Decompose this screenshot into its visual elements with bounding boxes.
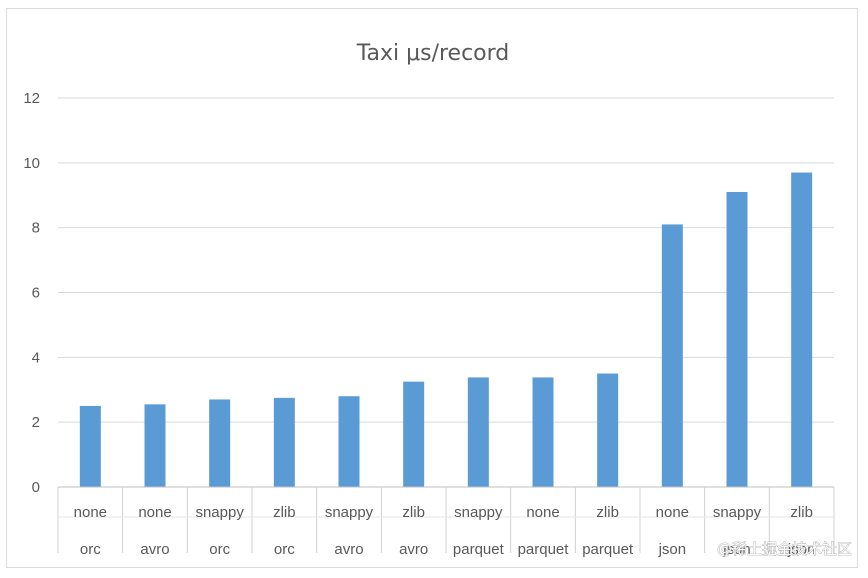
- x-category-format-label: json: [787, 541, 816, 558]
- y-tick-label: 12: [23, 90, 40, 107]
- x-category-compression-label: zlib: [402, 504, 425, 521]
- x-category-compression-label: snappy: [325, 504, 374, 521]
- chart-title: Taxi μs/record: [356, 41, 510, 66]
- x-category-format-label: parquet: [518, 541, 570, 558]
- x-category-format-label: avro: [334, 541, 363, 558]
- x-category-compression-label: snappy: [195, 504, 244, 521]
- bar: [144, 404, 166, 487]
- x-category-compression-label: none: [526, 504, 559, 521]
- bar: [403, 381, 425, 487]
- bar: [209, 399, 231, 487]
- y-tick-label: 6: [32, 285, 40, 302]
- x-category-compression-label: zlib: [596, 504, 619, 521]
- x-category-format-label: avro: [140, 541, 169, 558]
- x-category-format-label: orc: [209, 541, 230, 558]
- bar: [661, 224, 683, 488]
- x-category-compression-label: snappy: [713, 504, 762, 521]
- y-tick-label: 0: [32, 479, 40, 496]
- y-tick-label: 10: [23, 155, 40, 172]
- x-category-compression-label: snappy: [454, 504, 503, 521]
- x-category-compression-label: zlib: [273, 504, 296, 521]
- y-tick-label: 2: [32, 414, 40, 431]
- bar: [79, 405, 101, 487]
- bar: [726, 192, 748, 487]
- bar: [467, 377, 489, 487]
- x-category-format-label: orc: [274, 541, 295, 558]
- watermark-text: @稀土掘金技术社区: [717, 540, 852, 558]
- y-tick-label: 8: [32, 220, 40, 237]
- x-category-format-label: json: [658, 541, 687, 558]
- bar: [791, 172, 813, 487]
- x-category-compression-label: none: [138, 504, 171, 521]
- bar: [273, 397, 295, 487]
- bar: [532, 377, 554, 487]
- x-category-compression-label: none: [74, 504, 107, 521]
- x-category-compression-label: zlib: [790, 504, 813, 521]
- x-category-format-label: parquet: [582, 541, 634, 558]
- x-category-format-label: json: [722, 541, 751, 558]
- x-category-format-label: avro: [399, 541, 428, 558]
- bar: [338, 396, 360, 487]
- y-tick-label: 4: [32, 349, 40, 366]
- x-category-compression-label: none: [656, 504, 689, 521]
- x-category-format-label: parquet: [453, 541, 505, 558]
- bar: [597, 373, 619, 487]
- x-category-format-label: orc: [80, 541, 101, 558]
